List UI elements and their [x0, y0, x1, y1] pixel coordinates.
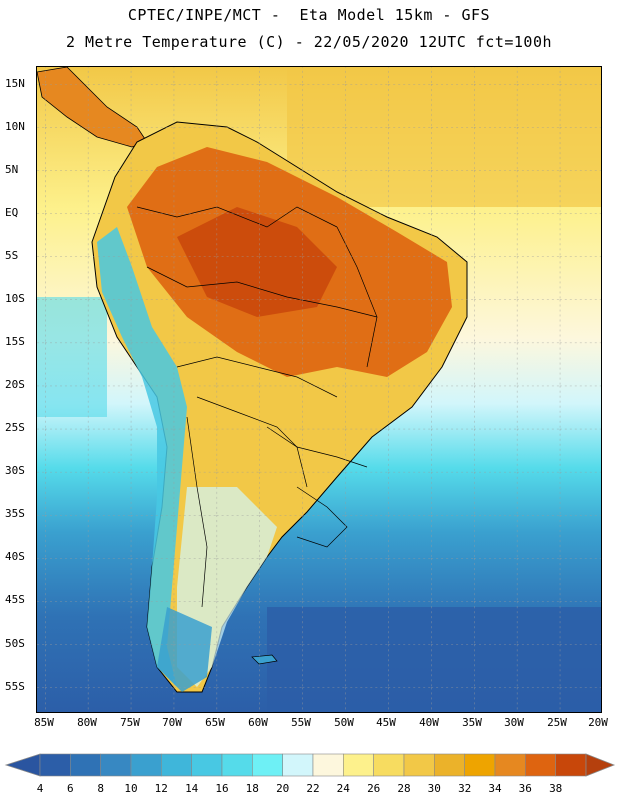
colorbar-label: 28 — [397, 782, 411, 795]
lon-label-65w: 65W — [205, 716, 225, 729]
lat-label-eq: EQ — [5, 206, 19, 219]
colorbar-swatch — [282, 753, 314, 777]
lon-label-75w: 75W — [120, 716, 140, 729]
colorbar-label: 22 — [306, 782, 320, 795]
colorbar-swatch — [39, 753, 71, 777]
colorbar-label: 30 — [427, 782, 441, 795]
lat-label-15s: 15S — [5, 335, 25, 348]
colorbar-label: 6 — [66, 782, 74, 795]
colorbar-swatch — [252, 753, 283, 777]
colorbar-label: 24 — [336, 782, 350, 795]
lon-label-80w: 80W — [77, 716, 97, 729]
lat-label-15n: 15N — [5, 77, 25, 90]
chart-title-line-1: CPTEC/INPE/MCT - Eta Model 15km - GFS — [127, 6, 491, 24]
colorbar-label: 8 — [97, 782, 104, 795]
colorbar-label: 38 — [549, 782, 563, 795]
lat-label-55s: 55S — [5, 680, 25, 693]
lat-label-10n: 10N — [5, 120, 25, 133]
lat-label-35s: 35S — [5, 507, 25, 520]
colorbar-label: 10 — [124, 782, 138, 795]
colorbar-label: 4 — [36, 782, 44, 795]
temperature-map[interactable] — [36, 66, 602, 713]
lon-label-30w: 30W — [504, 716, 524, 729]
colorbar-swatch — [312, 753, 344, 777]
colorbar-swatch — [100, 753, 132, 777]
colorbar-swatch — [161, 753, 192, 777]
colorbar-label: 14 — [185, 782, 199, 795]
colorbar-high-arrow — [585, 753, 616, 777]
lon-label-35w: 35W — [462, 716, 482, 729]
lon-label-25w: 25W — [547, 716, 567, 729]
colorbar-swatch — [555, 753, 587, 777]
colorbar-label: 16 — [215, 782, 229, 795]
lat-label-40s: 40S — [5, 550, 25, 563]
colorbar-swatch — [403, 753, 435, 777]
colorbar-swatch — [191, 753, 223, 777]
lon-label-85w: 85W — [34, 716, 54, 729]
temperature-colorbar — [4, 753, 616, 777]
colorbar-low-arrow — [4, 753, 41, 777]
colorbar-swatch — [343, 753, 374, 777]
lon-label-50w: 50W — [334, 716, 354, 729]
colorbar-swatch — [130, 753, 162, 777]
colorbar-swatch — [464, 753, 496, 777]
lat-lon-grid — [37, 67, 601, 712]
lon-label-20w: 20W — [588, 716, 608, 729]
colorbar-label: 18 — [245, 782, 259, 795]
colorbar-label: 34 — [488, 782, 502, 795]
lon-label-60w: 60W — [248, 716, 268, 729]
lat-label-5s: 5S — [5, 249, 19, 262]
lat-label-10s: 10S — [5, 292, 25, 305]
colorbar-label: 36 — [518, 782, 532, 795]
lat-label-5n: 5N — [5, 163, 19, 176]
lon-label-40w: 40W — [419, 716, 439, 729]
colorbar-swatch — [434, 753, 465, 777]
lat-label-45s: 45S — [5, 593, 25, 606]
lat-label-50s: 50S — [5, 637, 25, 650]
lon-label-45w: 45W — [376, 716, 396, 729]
lon-label-70w: 70W — [162, 716, 182, 729]
temperature-field — [37, 67, 601, 712]
lat-label-30s: 30S — [5, 464, 25, 477]
colorbar-swatch — [221, 753, 253, 777]
colorbar-swatch — [70, 753, 101, 777]
colorbar-label: 26 — [367, 782, 381, 795]
colorbar-swatch — [494, 753, 526, 777]
lat-label-25s: 25S — [5, 421, 25, 434]
colorbar-label: 12 — [154, 782, 168, 795]
lat-label-20s: 20S — [5, 378, 25, 391]
colorbar-swatches — [39, 753, 587, 777]
colorbar-label: 32 — [458, 782, 472, 795]
colorbar-label: 20 — [276, 782, 290, 795]
colorbar-swatch — [525, 753, 556, 777]
chart-title-line-2: 2 Metre Temperature (C) - 22/05/2020 12U… — [65, 33, 553, 51]
colorbar-swatch — [373, 753, 405, 777]
lon-label-55w: 55W — [291, 716, 311, 729]
